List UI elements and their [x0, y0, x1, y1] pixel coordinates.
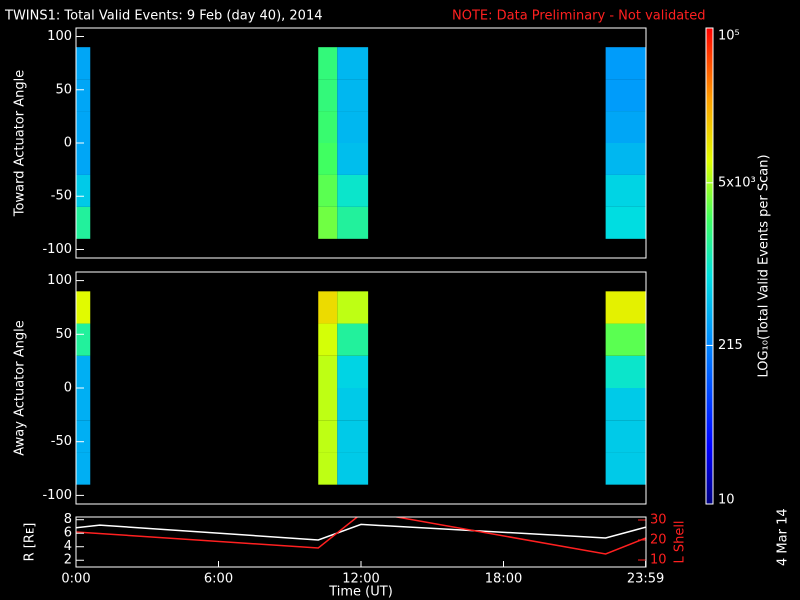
heat-cell	[318, 174, 338, 207]
heat-cell	[318, 79, 338, 112]
heat-cell	[76, 291, 91, 324]
heat-cell	[605, 111, 646, 143]
x-tick-label: 0:00	[61, 572, 90, 587]
heat-cell	[605, 291, 646, 324]
heat-cell	[337, 143, 369, 175]
y-tick-label: 0	[64, 136, 72, 151]
heat-cell	[337, 206, 369, 239]
x-tick-label: 12:00	[342, 572, 379, 587]
heat-cell	[605, 323, 646, 356]
note: NOTE: Data Preliminary - Not validated	[452, 9, 706, 24]
heat-cell	[318, 206, 338, 239]
x-tick-label: 18:00	[485, 572, 522, 587]
heat-cell	[605, 206, 646, 239]
heat-cell	[337, 323, 369, 356]
heat-cell	[76, 355, 91, 388]
date-stamp: 4 Mar 14	[776, 508, 791, 566]
chart-title: TWINS1: Total Valid Events: 9 Feb (day 4…	[4, 9, 323, 24]
y-tick-label: 0	[64, 381, 72, 396]
y2-tick-label: 10	[650, 553, 667, 568]
line-series	[76, 517, 646, 555]
heat-cell	[318, 355, 338, 388]
y-tick-label: 100	[47, 273, 72, 288]
x-tick-label: 6:00	[204, 572, 233, 587]
heat-cell	[605, 79, 646, 112]
y-tick-label: -100	[42, 242, 72, 257]
heat-cell	[605, 174, 646, 207]
y-axis-label: Toward Actuator Angle	[13, 70, 28, 217]
heat-cell	[318, 111, 338, 143]
heat-cell	[337, 452, 369, 485]
y-tick-label: 2	[64, 553, 72, 568]
y-tick-label: 50	[55, 327, 72, 342]
heat-cell	[76, 323, 91, 356]
heat-cell	[605, 47, 646, 80]
y-axis-label: R [Rᴇ]	[23, 523, 38, 562]
colorbar-tick-label: 10	[718, 493, 735, 508]
x-tick-label: 23:59	[627, 572, 664, 587]
heat-cell	[605, 452, 646, 485]
heat-cell	[337, 79, 369, 112]
heat-cell	[318, 452, 338, 485]
heat-cell	[76, 79, 91, 112]
heat-cell	[76, 420, 91, 453]
y-tick-label: 8	[64, 512, 72, 527]
heat-cell	[318, 388, 338, 421]
heat-cell	[318, 323, 338, 356]
heat-cell	[76, 388, 91, 421]
x-axis-label: Time (UT)	[328, 585, 393, 600]
heat-cell	[76, 206, 91, 239]
y-tick-label: -50	[51, 434, 72, 449]
heat-cell	[337, 291, 369, 324]
colorbar-tick-label: 5x10³	[718, 175, 756, 190]
heat-cell	[337, 174, 369, 207]
plot-frame	[75, 516, 647, 568]
heat-cell	[337, 388, 369, 421]
heat-cell	[76, 452, 91, 485]
y-tick-label: 50	[55, 82, 72, 97]
colorbar-label: LOG₁₀(Total Valid Events per Scan)	[757, 154, 772, 377]
y-axis-label: Away Actuator Angle	[13, 320, 28, 455]
y-tick-label: -100	[42, 488, 72, 503]
line-series	[76, 523, 646, 541]
y-tick-label: -50	[51, 189, 72, 204]
y2-tick-label: 30	[650, 513, 667, 528]
y2-axis-label: L Shell	[673, 520, 688, 563]
heat-cell	[605, 388, 646, 421]
heat-cell	[605, 355, 646, 388]
y-tick-label: 100	[47, 29, 72, 44]
heat-cell	[318, 420, 338, 453]
y-tick-label: 4	[64, 539, 72, 554]
heat-cell	[337, 355, 369, 388]
heat-cell	[76, 174, 91, 207]
y-tick-label: 6	[64, 526, 72, 541]
colorbar-tick-label: 10⁵	[718, 29, 740, 44]
heat-cell	[605, 143, 646, 175]
colorbar	[705, 27, 714, 505]
colorbar-tick-label: 215	[718, 338, 743, 353]
y2-tick-label: 20	[650, 533, 667, 548]
heat-cell	[76, 111, 91, 143]
heat-cell	[318, 143, 338, 175]
heat-cell	[76, 47, 91, 80]
heat-cell	[318, 291, 338, 324]
heat-cell	[337, 47, 369, 80]
heat-cell	[318, 47, 338, 80]
heat-cell	[337, 111, 369, 143]
heat-cell	[76, 143, 91, 175]
heat-cell	[605, 420, 646, 453]
heat-cell	[337, 420, 369, 453]
